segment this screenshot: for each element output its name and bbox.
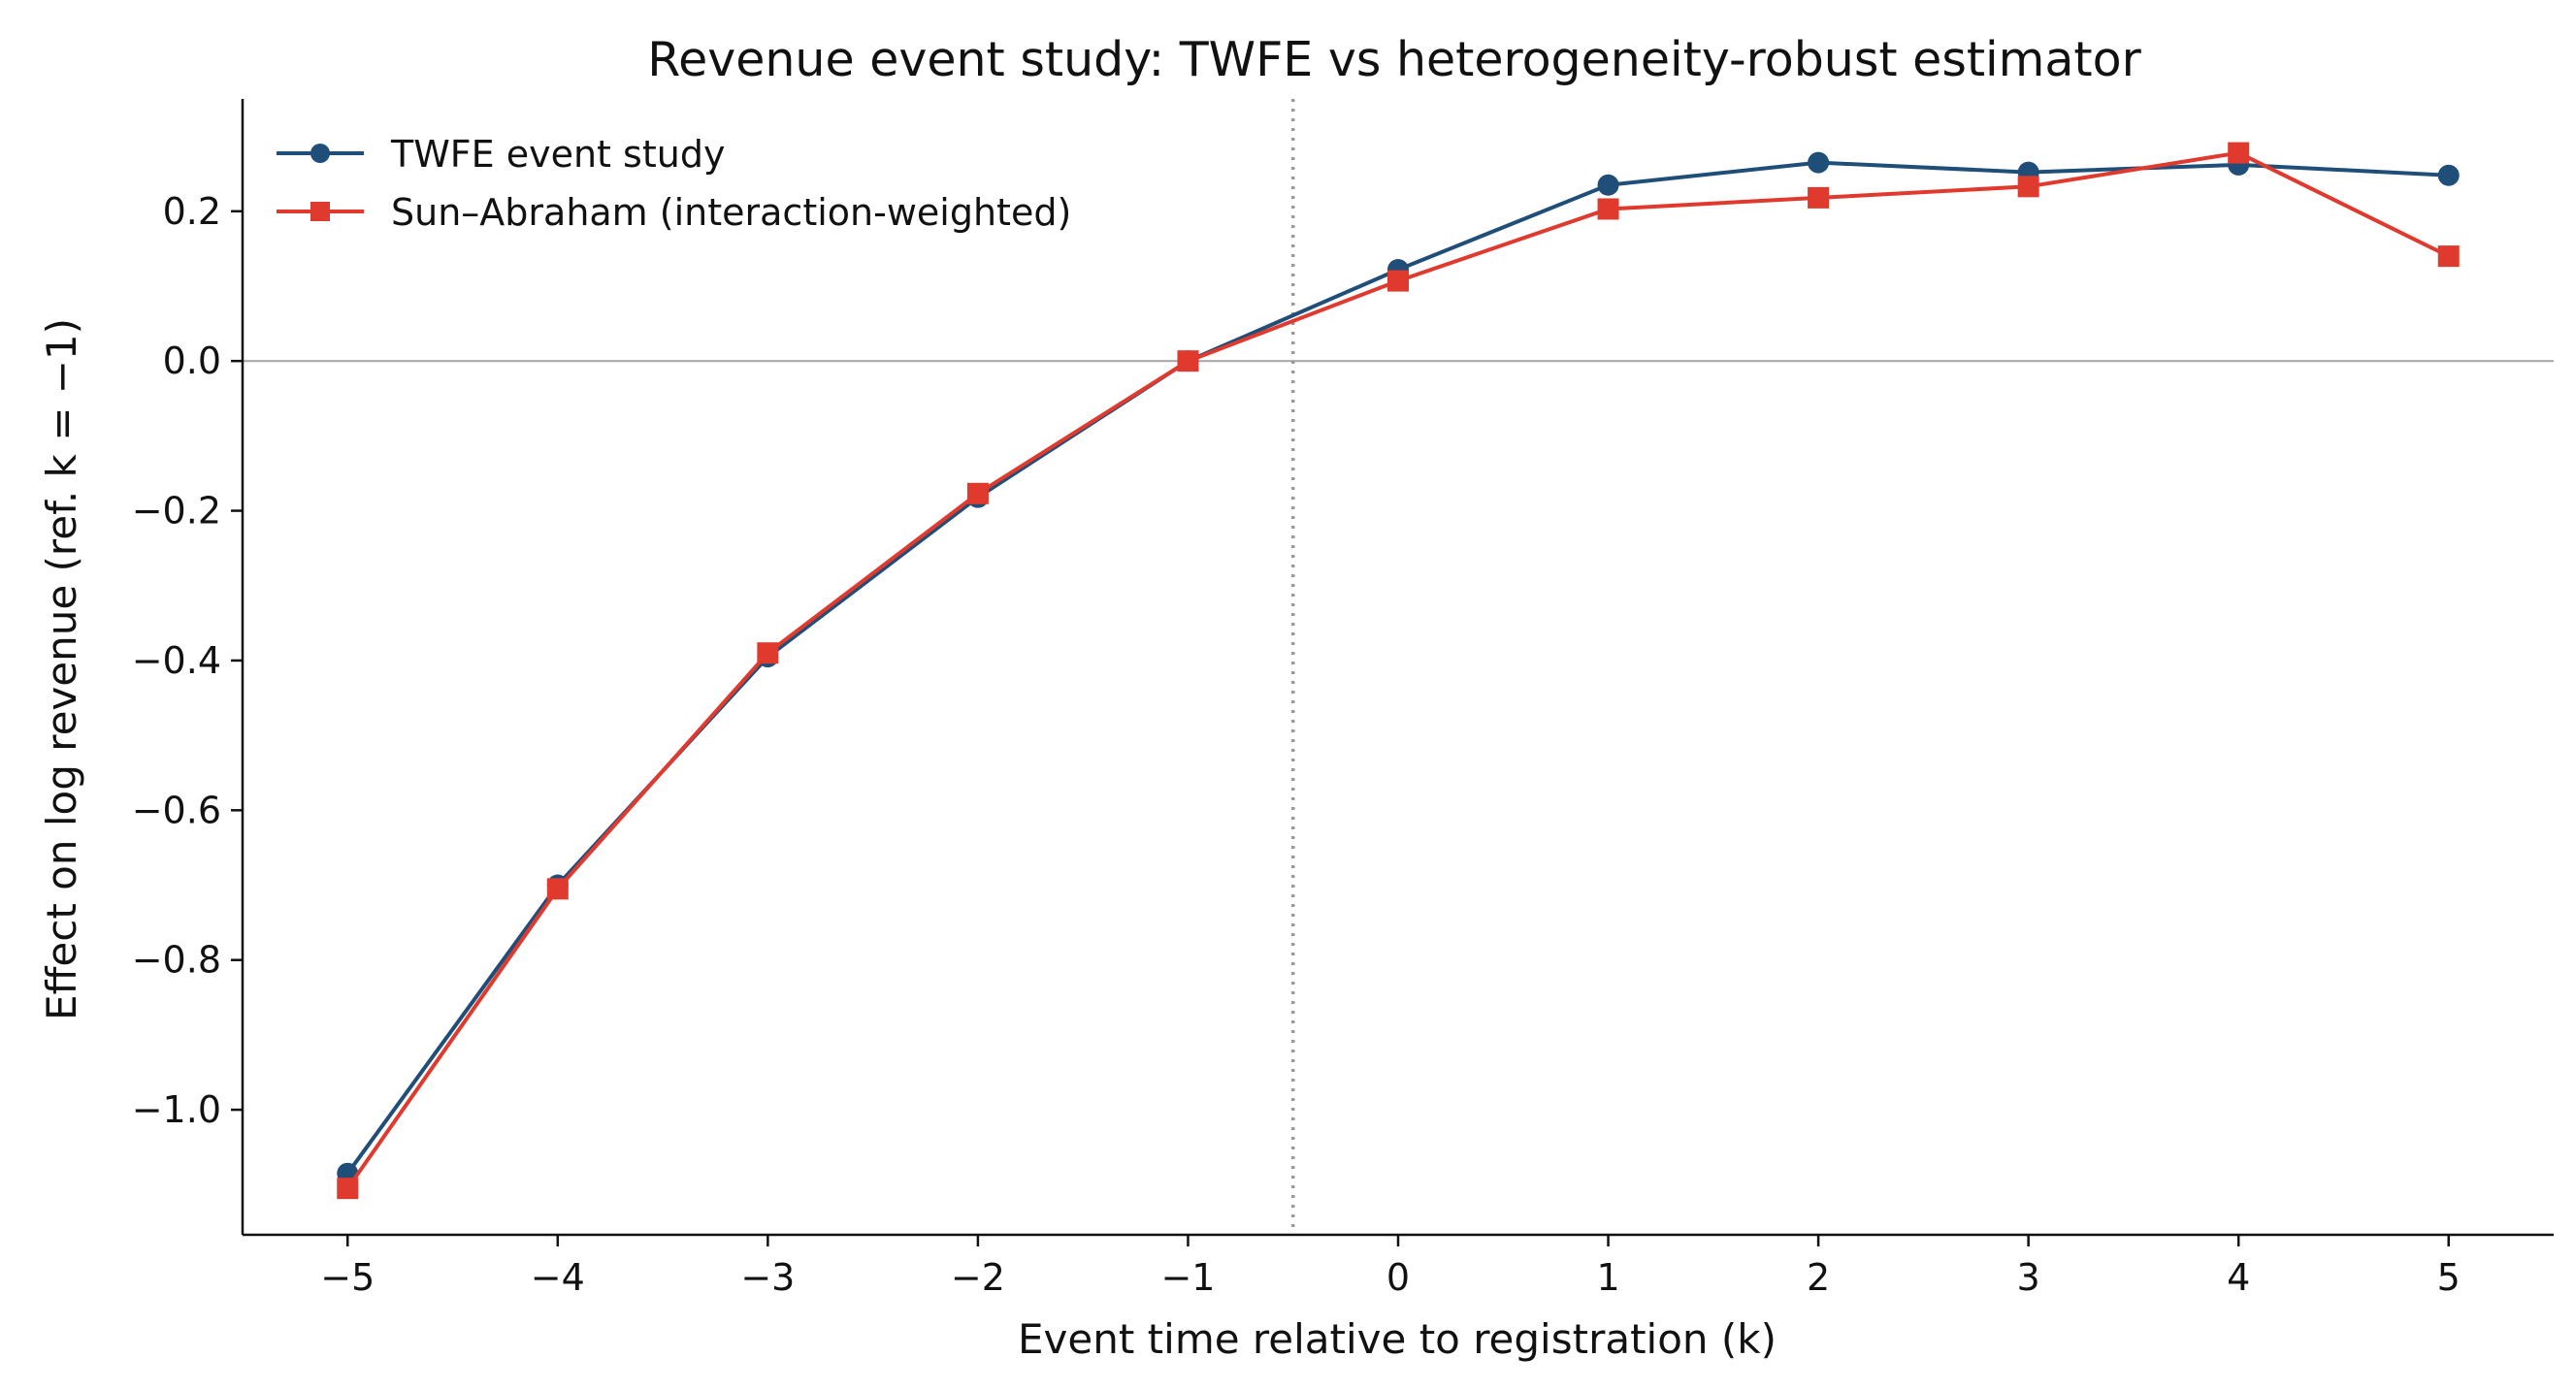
x-tick-label: 5 bbox=[2437, 1256, 2461, 1299]
series-line-twfe bbox=[345, 160, 2449, 1175]
y-tick-label: −0.6 bbox=[132, 789, 221, 831]
data-point-sun-abraham bbox=[337, 1178, 359, 1200]
data-point-sun-abraham bbox=[1808, 186, 1830, 209]
data-point-sun-abraham bbox=[2437, 245, 2460, 268]
data-point-twfe bbox=[1597, 174, 1619, 196]
data-point-sun-abraham bbox=[2017, 176, 2039, 198]
x-tick-label: −2 bbox=[951, 1256, 1005, 1299]
data-point-twfe bbox=[1808, 151, 1830, 174]
y-tick-label: 0.2 bbox=[163, 190, 221, 233]
y-axis-label: Effect on log revenue (ref. k = −1) bbox=[38, 318, 85, 1020]
y-tick-label: −0.2 bbox=[132, 490, 221, 533]
y-tick-label: 0.0 bbox=[163, 339, 221, 382]
y-axis-ticks: −1.0 −0.8 −0.6 −0.4 −0.2 0.0 0.2 bbox=[132, 190, 243, 1131]
x-tick-label: −3 bbox=[740, 1256, 795, 1299]
x-axis-ticks: −5 −4 −3 −2 −1 0 1 2 3 4 5 bbox=[320, 1235, 2461, 1299]
x-tick-label: −1 bbox=[1160, 1256, 1215, 1299]
data-point-sun-abraham bbox=[966, 482, 989, 504]
x-tick-label: 4 bbox=[2227, 1256, 2250, 1299]
data-point-sun-abraham bbox=[1597, 198, 1619, 220]
x-tick-label: 3 bbox=[2017, 1256, 2040, 1299]
plot-area bbox=[243, 99, 2554, 1235]
data-point-twfe bbox=[2437, 164, 2460, 186]
legend-marker-twfe bbox=[310, 144, 330, 163]
legend-marker-sun-abraham bbox=[310, 202, 330, 221]
data-point-sun-abraham bbox=[1177, 350, 1199, 372]
y-tick-label: −0.4 bbox=[132, 639, 221, 682]
y-tick-label: −1.0 bbox=[132, 1088, 221, 1131]
data-point-sun-abraham bbox=[757, 642, 779, 664]
x-tick-label: 0 bbox=[1386, 1256, 1410, 1299]
x-tick-label: 1 bbox=[1596, 1256, 1619, 1299]
chart-title: Revenue event study: TWFE vs heterogenei… bbox=[647, 32, 2141, 87]
data-point-sun-abraham bbox=[546, 878, 569, 900]
series-line-sun-abraham bbox=[345, 150, 2450, 1190]
legend: TWFE event study Sun–Abraham (interactio… bbox=[277, 133, 1071, 234]
legend-label-twfe: TWFE event study bbox=[390, 133, 725, 176]
x-tick-label: 2 bbox=[1807, 1256, 1830, 1299]
data-point-sun-abraham bbox=[2228, 142, 2250, 164]
x-tick-label: −4 bbox=[531, 1256, 585, 1299]
legend-label-sun-abraham: Sun–Abraham (interaction-weighted) bbox=[391, 191, 1071, 234]
data-point-sun-abraham bbox=[1387, 270, 1409, 292]
y-tick-label: −0.8 bbox=[132, 939, 221, 982]
x-tick-label: −5 bbox=[320, 1256, 375, 1299]
x-axis-label: Event time relative to registration (k) bbox=[1018, 1315, 1777, 1363]
